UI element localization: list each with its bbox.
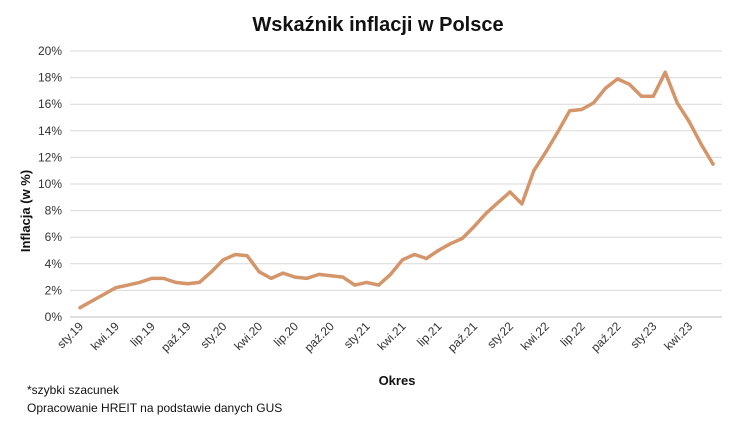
data-point xyxy=(138,280,142,285)
x-tick-label: paź.21 xyxy=(445,319,481,355)
y-tick-label: 8% xyxy=(45,204,63,218)
series-line-inflation xyxy=(78,70,715,310)
data-point xyxy=(663,70,667,74)
data-point xyxy=(544,150,548,154)
data-point xyxy=(496,201,500,205)
data-point xyxy=(651,94,655,98)
x-tick-label: kwi.23 xyxy=(661,319,695,353)
data-point xyxy=(341,275,345,279)
x-tick-label: paź.19 xyxy=(158,319,194,355)
series-layer xyxy=(78,70,715,310)
data-point xyxy=(102,292,106,296)
data-point xyxy=(532,169,536,173)
y-tick-label: 0% xyxy=(45,310,63,324)
data-point xyxy=(173,280,178,285)
data-point xyxy=(376,283,381,287)
data-point xyxy=(126,283,130,287)
footnote-estimate: *szybki szacunek xyxy=(27,383,120,397)
x-tick-label: lip.19 xyxy=(128,319,158,349)
y-tick-label: 16% xyxy=(38,97,62,111)
data-point xyxy=(448,242,452,246)
y-tick-label: 18% xyxy=(38,71,62,85)
data-point xyxy=(114,286,118,290)
data-point xyxy=(400,258,405,262)
data-point xyxy=(388,272,393,277)
data-point xyxy=(424,256,428,261)
data-point xyxy=(221,258,225,262)
data-point xyxy=(162,276,166,281)
x-tick-label: lip.21 xyxy=(414,319,444,349)
data-point xyxy=(711,162,715,166)
y-tick-label: 14% xyxy=(38,124,62,138)
data-point xyxy=(281,271,285,275)
data-point xyxy=(329,274,333,278)
data-point xyxy=(580,107,584,112)
data-point xyxy=(245,254,249,258)
data-point xyxy=(233,252,237,257)
x-tick-label: kwi.20 xyxy=(231,319,265,353)
chart-title: Wskaźnik inflacji w Polsce xyxy=(252,14,504,36)
data-point xyxy=(436,248,440,253)
data-point xyxy=(591,101,596,105)
x-tick-label: paź.20 xyxy=(302,319,338,355)
data-point xyxy=(603,86,608,90)
data-point xyxy=(209,270,213,274)
y-tick-label: 2% xyxy=(45,283,63,297)
data-point xyxy=(520,202,524,206)
y-tick-label: 4% xyxy=(45,257,63,271)
x-tick-label: kwi.21 xyxy=(375,319,409,353)
data-point xyxy=(627,82,631,86)
data-point xyxy=(699,142,703,146)
data-point xyxy=(687,119,691,124)
data-point xyxy=(353,283,357,287)
data-point xyxy=(317,272,321,277)
data-point xyxy=(257,270,261,274)
x-axis-ticks: sty.19 kwi.19 lip.19 paź.19 sty.20 kwi.20 lip.… xyxy=(54,319,695,355)
x-tick-label: kwi.22 xyxy=(518,319,552,353)
data-point xyxy=(615,77,620,81)
data-point xyxy=(185,282,190,286)
data-point xyxy=(150,276,154,281)
gridlines xyxy=(70,50,722,318)
data-point xyxy=(460,236,464,241)
data-point xyxy=(197,280,202,285)
x-tick-label: lip.20 xyxy=(271,319,301,349)
data-point xyxy=(78,306,82,310)
data-point xyxy=(305,276,309,281)
x-tick-label: sty.21 xyxy=(341,319,373,351)
data-point xyxy=(269,276,273,281)
data-point xyxy=(365,280,369,285)
x-axis-title: Okres xyxy=(379,373,416,388)
data-point xyxy=(675,101,679,105)
x-tick-label: sty.23 xyxy=(627,319,659,351)
data-point xyxy=(568,109,572,113)
y-tick-label: 20% xyxy=(38,44,62,58)
data-point xyxy=(639,94,643,98)
data-point xyxy=(556,130,560,134)
data-point xyxy=(484,211,488,215)
x-tick-label: paź.22 xyxy=(588,319,624,355)
x-tick-label: sty.20 xyxy=(198,319,230,351)
footnote-source: Opracowanie HREIT na podstawie danych GU… xyxy=(27,401,283,415)
data-point xyxy=(412,252,417,257)
data-point xyxy=(90,299,94,303)
y-tick-label: 10% xyxy=(38,177,62,191)
x-tick-label: sty.22 xyxy=(484,319,516,351)
y-axis-title: Inflacja (w %) xyxy=(18,170,33,252)
y-axis-ticks: 0% 2% 4% 6% 8% 10% 12% 14% 16% 18% 20% xyxy=(38,44,62,324)
y-tick-label: 12% xyxy=(38,150,62,164)
x-tick-label: kwi.19 xyxy=(88,319,122,353)
x-tick-label: lip.22 xyxy=(558,319,588,349)
data-point xyxy=(472,224,476,229)
data-point xyxy=(508,190,512,194)
data-point xyxy=(293,275,297,279)
y-tick-label: 6% xyxy=(45,230,63,244)
